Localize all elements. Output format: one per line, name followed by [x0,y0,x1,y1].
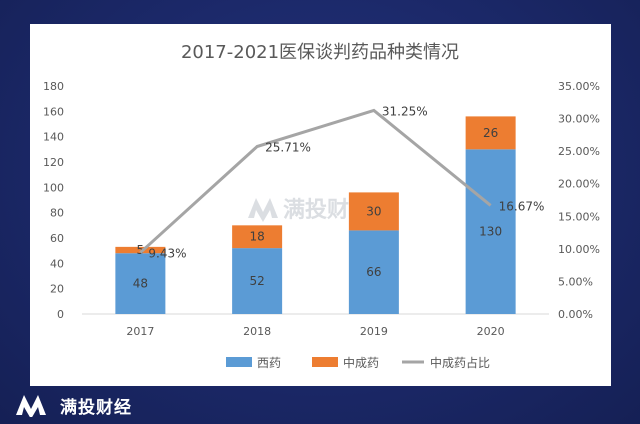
bar-west-medicine [465,149,516,314]
brand-name: 满投财经 [60,397,132,418]
brand-logo: 满投财经 [14,391,132,419]
y2-tick-label: 30.00% [558,113,600,126]
y-tick-label: 160 [43,105,64,118]
line-data-label: 31.25% [382,104,428,118]
x-tick-label: 2020 [477,325,505,338]
y2-tick-label: 35.00% [558,80,600,93]
bar-west-medicine [232,248,283,314]
bar-data-label: 52 [249,274,264,288]
chart-title: 2017-2021医保谈判药品种类情况 [181,42,459,63]
y2-tick-label: 5.00% [558,275,593,288]
y2-tick-label: 0.00% [558,308,593,321]
bar-data-label: 26 [483,126,498,140]
x-tick-label: 2019 [360,325,388,338]
y2-tick-label: 25.00% [558,145,600,158]
ratio-line [139,108,492,254]
y-tick-label: 40 [50,257,64,270]
bar-data-label: 66 [366,265,381,279]
bar-data-label: 5 [137,243,145,257]
bar-west-medicine [115,253,166,314]
bar-data-label: 18 [249,230,264,244]
line-series: 9.43% 25.71% 31.25% 16.67% [139,104,545,261]
y2-tick-label: 20.00% [558,178,600,191]
y2-tick-label: 15.00% [558,210,600,223]
y-tick-label: 60 [50,232,64,245]
y-tick-label: 120 [43,156,64,169]
y2-tick-label: 10.00% [558,243,600,256]
bar-data-label: 48 [133,277,148,291]
brand-mark-icon [16,395,46,417]
bar-tcm [232,225,283,249]
bar-tcm [348,192,399,231]
bar-tcm [115,246,166,254]
line-data-label: 25.71% [265,141,311,155]
legend-label: 西药 [257,356,281,370]
y-tick-label: 20 [50,283,64,296]
legend-label: 中成药 [343,355,379,370]
y-tick-label: 140 [43,131,64,144]
bar-tcm [465,116,516,150]
y-tick-label: 0 [57,308,64,321]
y-axis-left: 0 20 40 60 80 100 120 140 160 180 [43,80,64,321]
bar-data-label: 130 [479,225,502,239]
legend-swatch [312,357,338,367]
bar-data-label: 30 [366,204,381,218]
line-data-label: 9.43% [148,247,186,261]
legend-swatch [226,357,252,367]
x-tick-label: 2018 [243,325,271,338]
line-data-label: 16.67% [499,199,545,213]
x-tick-label: 2017 [126,325,154,338]
y-tick-label: 80 [50,207,64,220]
y-axis-right: 0.00% 5.00% 10.00% 15.00% 20.00% 25.00% 30.00%… [558,80,600,321]
y-tick-label: 180 [43,80,64,93]
x-axis: 2017 2018 2019 2020 [126,325,504,338]
legend: 西药 中成药 中成药占比 [226,355,490,370]
legend-label: 中成药占比 [430,355,490,370]
y-tick-label: 100 [43,181,64,194]
bar-west-medicine [348,230,399,314]
bar-series: 48 5 52 18 66 30 130 26 [115,116,516,314]
